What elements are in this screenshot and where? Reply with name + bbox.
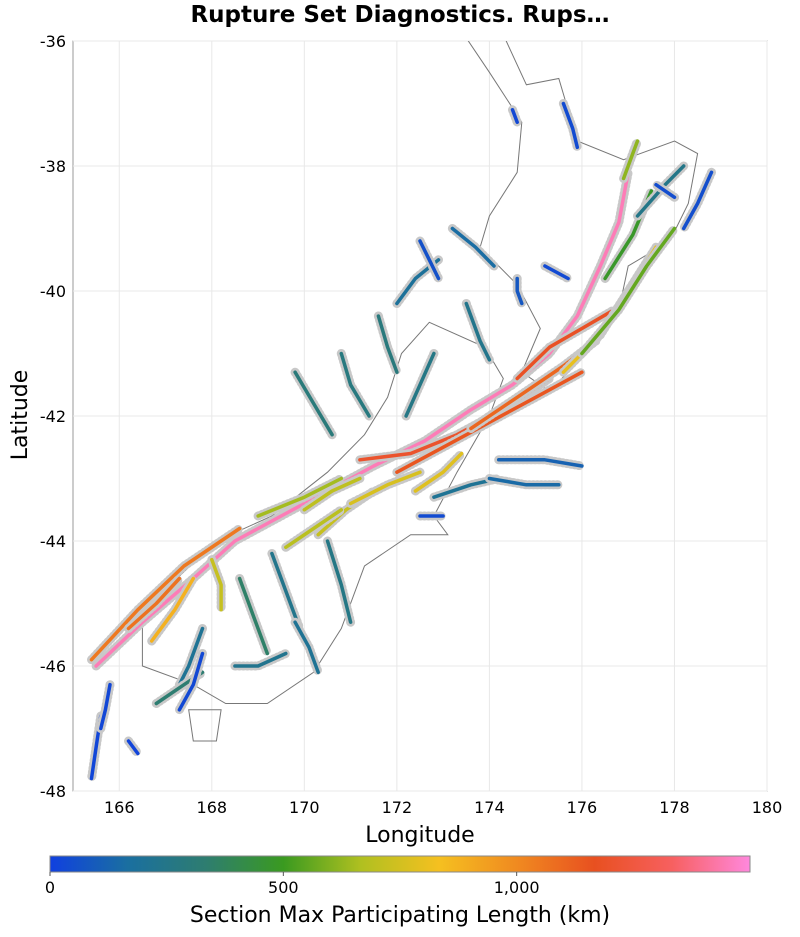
fault-trace xyxy=(515,307,617,381)
colorbar-ticks: 0 500 1,000 xyxy=(45,872,540,897)
chart-title: Rupture Set Diagnostics. Rups… xyxy=(190,2,610,28)
y-tick-labels: -36 -38 -40 -42 -44 -46 -48 xyxy=(40,32,66,801)
y-tick-label: -36 xyxy=(40,32,66,51)
fault-trace xyxy=(126,576,182,631)
grid xyxy=(73,40,768,792)
fault-trace xyxy=(496,458,584,468)
x-tick-label: 180 xyxy=(752,798,783,817)
y-axis-label: Latitude xyxy=(8,370,33,461)
fault-trace xyxy=(464,301,492,362)
fault-trace xyxy=(270,551,302,631)
colorbar-title: Section Max Participating Length (km) xyxy=(190,903,610,928)
fault-trace xyxy=(510,108,519,124)
x-tick-label: 172 xyxy=(382,798,413,817)
fault-trace xyxy=(233,651,288,668)
x-tick-label: 168 xyxy=(197,798,228,817)
fault-trace xyxy=(376,314,399,374)
y-tick-label: -44 xyxy=(40,532,66,551)
x-tick-labels: 166 168 170 172 174 176 178 180 xyxy=(104,798,782,817)
fault-trace xyxy=(177,626,205,687)
fault-trace xyxy=(487,476,561,487)
fault-trace xyxy=(413,451,464,493)
x-tick-label: 166 xyxy=(104,798,135,817)
fault-trace xyxy=(293,620,320,675)
fault-trace xyxy=(99,682,112,731)
fault-trace xyxy=(450,226,496,268)
y-tick-label: -48 xyxy=(40,782,66,801)
x-tick-label: 170 xyxy=(289,798,320,817)
fault-trace xyxy=(284,508,344,550)
fault-layer xyxy=(87,99,716,783)
fault-trace xyxy=(256,476,344,518)
fault-trace xyxy=(635,164,686,218)
fault-trace xyxy=(561,101,580,150)
y-tick-label: -40 xyxy=(40,282,66,301)
fault-trace xyxy=(348,470,422,506)
colorbar-tick-label: 0 xyxy=(45,878,55,897)
fault-trace xyxy=(404,351,436,418)
x-tick-label: 178 xyxy=(659,798,690,817)
fault-trace xyxy=(543,264,570,281)
fault-trace xyxy=(681,170,714,231)
colorbar xyxy=(49,855,751,873)
x-tick-label: 174 xyxy=(474,798,505,817)
colorbar-tick-label: 500 xyxy=(268,878,299,897)
fault-trace xyxy=(325,539,353,624)
x-tick-label: 176 xyxy=(567,798,598,817)
fault-trace xyxy=(177,651,205,712)
fault-trace xyxy=(89,526,242,662)
y-tick-label: -38 xyxy=(40,157,66,176)
fault-trace xyxy=(515,276,524,306)
colorbar-tick-label: 1,000 xyxy=(494,878,540,897)
fault-trace xyxy=(418,239,441,281)
fault-trace xyxy=(237,576,270,656)
y-tick-label: -46 xyxy=(40,657,66,676)
fault-trace xyxy=(339,351,371,418)
fault-trace xyxy=(149,576,196,643)
x-axis-label: Longitude xyxy=(365,823,474,848)
fault-trace xyxy=(621,139,640,181)
fault-trace xyxy=(126,739,140,756)
fault-trace xyxy=(94,170,630,668)
fault-trace xyxy=(395,370,584,474)
fault-trace xyxy=(580,226,677,356)
fault-trace xyxy=(302,476,362,512)
y-tick-label: -42 xyxy=(40,407,66,426)
fault-trace xyxy=(210,557,223,612)
fault-trace xyxy=(293,370,334,437)
fault-trace xyxy=(654,182,677,200)
